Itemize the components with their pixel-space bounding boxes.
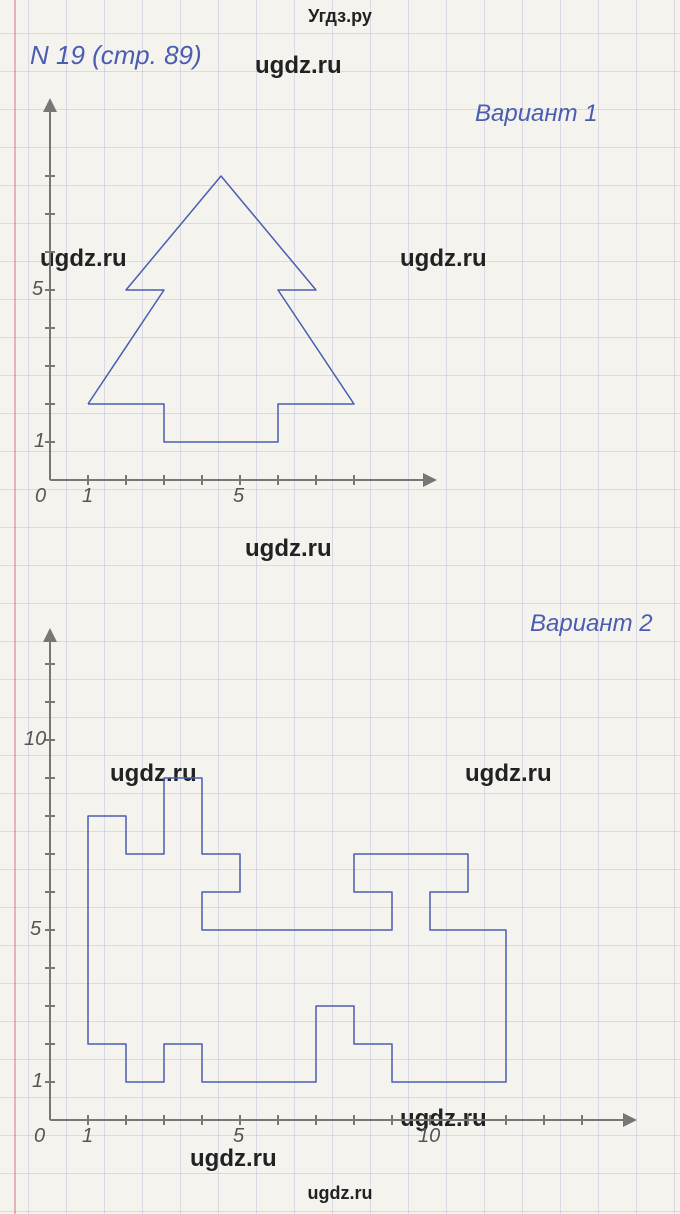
variant2-y-tick-1: 1 — [32, 1070, 43, 1093]
variant2-axes — [45, 635, 630, 1125]
variant1-origin-label: 0 — [35, 485, 46, 508]
site-footer: ugdz.ru — [0, 1183, 680, 1204]
variant2-x-tick-1: 1 — [82, 1125, 93, 1148]
variant2-y-tick-10: 10 — [24, 728, 46, 751]
variant2-chart — [30, 620, 650, 1140]
variant1-x-tick-1: 1 — [82, 485, 93, 508]
variant1-tree-shape — [88, 176, 354, 442]
variant1-title: Вариант 1 — [475, 100, 598, 128]
variant2-x-tick-5: 5 — [233, 1125, 244, 1148]
notebook-margin-line — [14, 0, 16, 1214]
watermark: ugdz.ru — [245, 535, 332, 563]
variant2-castle-shape — [88, 778, 506, 1082]
variant2-origin-label: 0 — [34, 1125, 45, 1148]
problem-number: N 19 (стр. 89) — [30, 40, 202, 71]
watermark: ugdz.ru — [190, 1145, 277, 1173]
page: Угдз.ру ugdz.ru ugdz.ru ugdz.ru ugdz.ru … — [0, 0, 680, 1214]
site-header: Угдз.ру — [0, 6, 680, 27]
watermark: ugdz.ru — [255, 52, 342, 80]
variant1-y-tick-5: 5 — [32, 278, 43, 301]
variant1-chart — [30, 90, 450, 500]
variant1-y-tick-1: 1 — [34, 430, 45, 453]
variant2-x-tick-10: 10 — [418, 1125, 440, 1148]
variant1-axes — [45, 105, 430, 485]
variant1-x-tick-5: 5 — [233, 485, 244, 508]
variant2-y-tick-5: 5 — [30, 918, 41, 941]
